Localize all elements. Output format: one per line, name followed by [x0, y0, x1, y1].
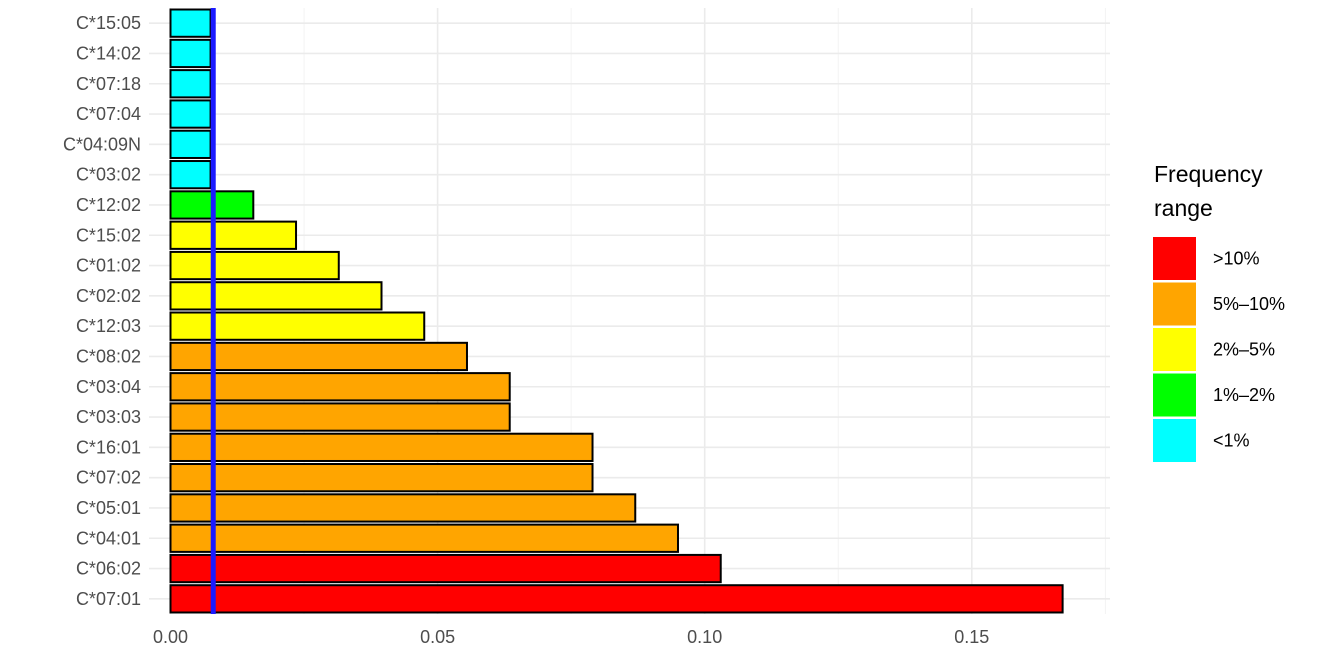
y-tick-label: C*07:18	[76, 74, 141, 94]
y-tick-label: C*03:03	[76, 407, 141, 427]
legend-label: 2%–5%	[1213, 340, 1275, 360]
bar	[169, 523, 679, 553]
bar	[169, 220, 298, 250]
bar	[169, 463, 594, 493]
bar	[169, 553, 722, 584]
y-tick-label: C*08:02	[76, 346, 141, 366]
bar	[169, 493, 637, 523]
legend-label: 1%–2%	[1213, 385, 1275, 405]
legend-key	[1153, 419, 1196, 462]
legend-key	[1153, 282, 1196, 326]
x-tick-label: 0.10	[687, 627, 722, 647]
bar	[169, 250, 340, 281]
legend-label: <1%	[1213, 431, 1250, 451]
y-tick-label: C*15:05	[76, 13, 141, 33]
y-tick-label: C*12:02	[76, 195, 141, 215]
bar	[169, 432, 594, 462]
bar	[169, 38, 212, 69]
bar	[169, 402, 511, 432]
y-tick-label: C*04:01	[76, 528, 141, 548]
bar	[169, 372, 511, 402]
y-tick-label: C*03:02	[76, 165, 141, 185]
legend-title-line-1: Frequency	[1154, 161, 1263, 187]
bar	[169, 160, 212, 190]
y-tick-label: C*06:02	[76, 559, 141, 579]
legend-key	[1153, 328, 1196, 371]
x-tick-label: 0.05	[420, 627, 455, 647]
y-tick-label: C*15:02	[76, 225, 141, 245]
y-tick-label: C*07:02	[76, 468, 141, 488]
y-tick-label: C*03:04	[76, 377, 141, 397]
y-tick-label: C*02:02	[76, 286, 141, 306]
bar	[169, 99, 212, 129]
y-tick-label: C*04:09N	[63, 134, 141, 154]
bar	[169, 8, 212, 38]
bar	[169, 69, 212, 99]
bar	[169, 341, 468, 372]
y-tick-label: C*01:02	[76, 256, 141, 276]
y-tick-label: C*05:01	[76, 498, 141, 518]
x-tick-label: 0.15	[954, 627, 989, 647]
y-axis-tick-labels: C*07:01 C*06:02 C*04:01 C*05:01 C*07:02 C*16:…	[63, 13, 141, 609]
legend-label: >10%	[1213, 249, 1260, 269]
bar	[169, 311, 426, 341]
y-tick-label: C*16:01	[76, 437, 141, 457]
x-tick-label: 0.00	[153, 627, 188, 647]
legend-title-line-2: range	[1154, 195, 1213, 221]
bars	[169, 8, 1064, 614]
y-tick-label: C*14:02	[76, 43, 141, 63]
y-tick-label: C*12:03	[76, 316, 141, 336]
bar	[169, 584, 1064, 614]
x-axis-tick-labels: 0.00 0.05 0.10 0.15	[153, 627, 989, 647]
y-tick-label: C*07:04	[76, 104, 141, 124]
legend: Frequency range >10% 5%–10% 2%–5% 1%–2% <1%	[1153, 161, 1285, 462]
legend-key	[1153, 237, 1196, 280]
legend-items: >10% 5%–10% 2%–5% 1%–2% <1%	[1153, 237, 1285, 462]
legend-label: 5%–10%	[1213, 294, 1285, 314]
legend-key	[1153, 373, 1196, 417]
bar	[169, 281, 383, 311]
y-tick-label: C*07:01	[76, 589, 141, 609]
bar	[169, 129, 212, 159]
grid-lines	[149, 8, 1110, 614]
